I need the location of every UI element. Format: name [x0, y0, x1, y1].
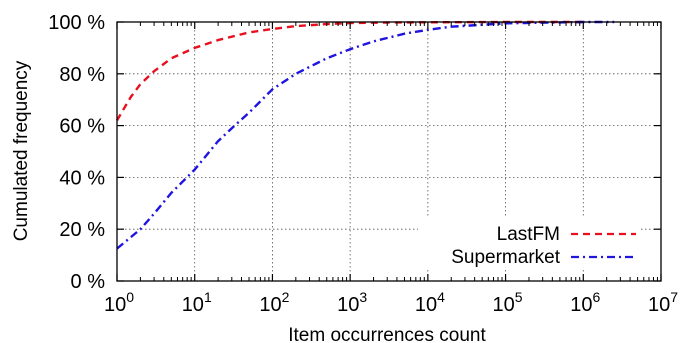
- axis-ticks: [116, 21, 662, 282]
- series-lines: [115, 20, 615, 250]
- x-tick-label: 103: [337, 289, 367, 316]
- x-tick-label: 107: [648, 289, 678, 316]
- x-tick-label: 105: [493, 289, 523, 316]
- y-tick-label: 40 %: [59, 167, 105, 189]
- x-tick-label: 106: [570, 289, 600, 316]
- x-axis-label: Item occurrences count: [288, 325, 486, 343]
- x-tick-label: 102: [259, 289, 289, 316]
- tick-labels: 100 101 102 103 104 105 106 107 0 % 20 % 40 % 60 % 8…: [48, 12, 678, 316]
- x-tick-label: 100: [104, 289, 134, 316]
- x-tick-label: 101: [182, 289, 212, 316]
- legend-entry-lastfm-label: LastFM: [497, 224, 560, 245]
- plot-frame: [116, 21, 662, 282]
- y-tick-label: 20 %: [59, 219, 105, 241]
- y-tick-label: 0 %: [71, 271, 106, 293]
- y-axis-label: Cumulated frequency: [11, 60, 32, 241]
- y-tick-label: 100 %: [48, 12, 105, 34]
- legend: LastFM Supermarket: [418, 218, 640, 270]
- x-tick-label: 104: [415, 289, 445, 316]
- series-line-supermarket: [116, 20, 615, 250]
- legend-entry-supermarket-label: Supermarket: [451, 247, 560, 268]
- legend-background: [418, 218, 640, 270]
- y-tick-label: 80 %: [59, 64, 105, 86]
- y-tick-label: 60 %: [59, 116, 105, 138]
